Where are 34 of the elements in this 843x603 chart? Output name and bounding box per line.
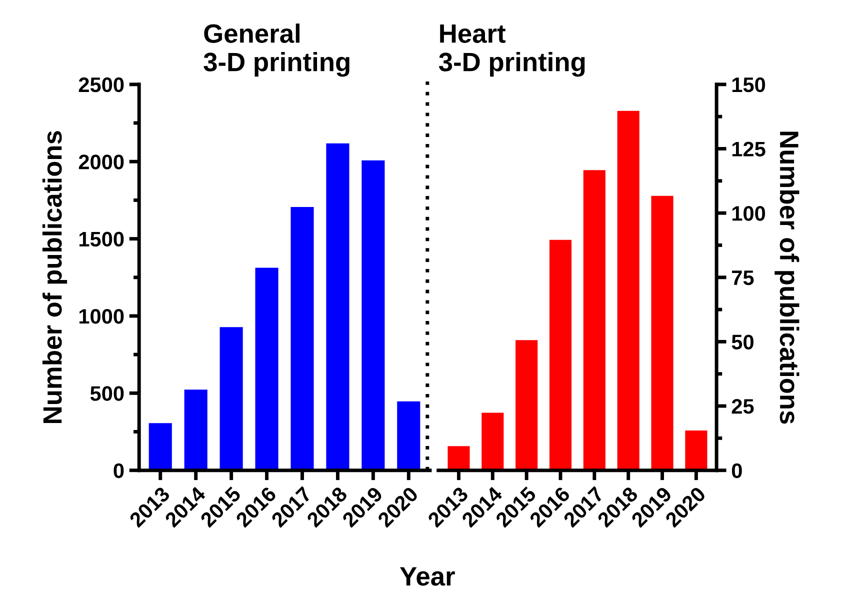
bar — [362, 160, 385, 470]
bar — [516, 340, 538, 470]
y-tick-label: 150 — [732, 77, 766, 92]
bar — [549, 240, 572, 470]
y-tick-label: 100 — [732, 206, 766, 221]
bar — [184, 390, 208, 470]
bar — [651, 196, 674, 470]
y-tick-label: 500 — [90, 386, 124, 401]
y-tick-label: 0 — [114, 463, 124, 478]
bar — [583, 170, 606, 470]
chart-title: General 3-D printing — [204, 24, 350, 77]
bar — [148, 423, 172, 470]
bar — [617, 110, 640, 470]
y-tick-label: 1000 — [79, 308, 124, 324]
x-axis-title: Year — [400, 567, 455, 586]
bar — [255, 268, 278, 470]
bar — [685, 430, 708, 470]
y-axis-title: Number of publications — [774, 132, 800, 424]
bar — [220, 327, 243, 470]
bar — [482, 412, 504, 470]
y-tick-label: 50 — [732, 334, 754, 350]
bar — [326, 143, 350, 470]
bar — [397, 401, 420, 470]
chart-title: Heart 3-D printing — [438, 24, 585, 77]
y-tick-label: 25 — [732, 399, 754, 414]
y-tick-label: 125 — [732, 142, 766, 156]
y-tick-label: 2000 — [78, 154, 124, 170]
y-tick-label: 75 — [732, 270, 754, 286]
y-tick-label: 2500 — [78, 77, 124, 92]
y-tick-label: 1500 — [79, 232, 124, 247]
bar — [290, 206, 314, 470]
bar — [448, 446, 470, 470]
y-tick-label: 0 — [732, 463, 742, 478]
y-axis-title: Number of publications — [42, 131, 68, 423]
